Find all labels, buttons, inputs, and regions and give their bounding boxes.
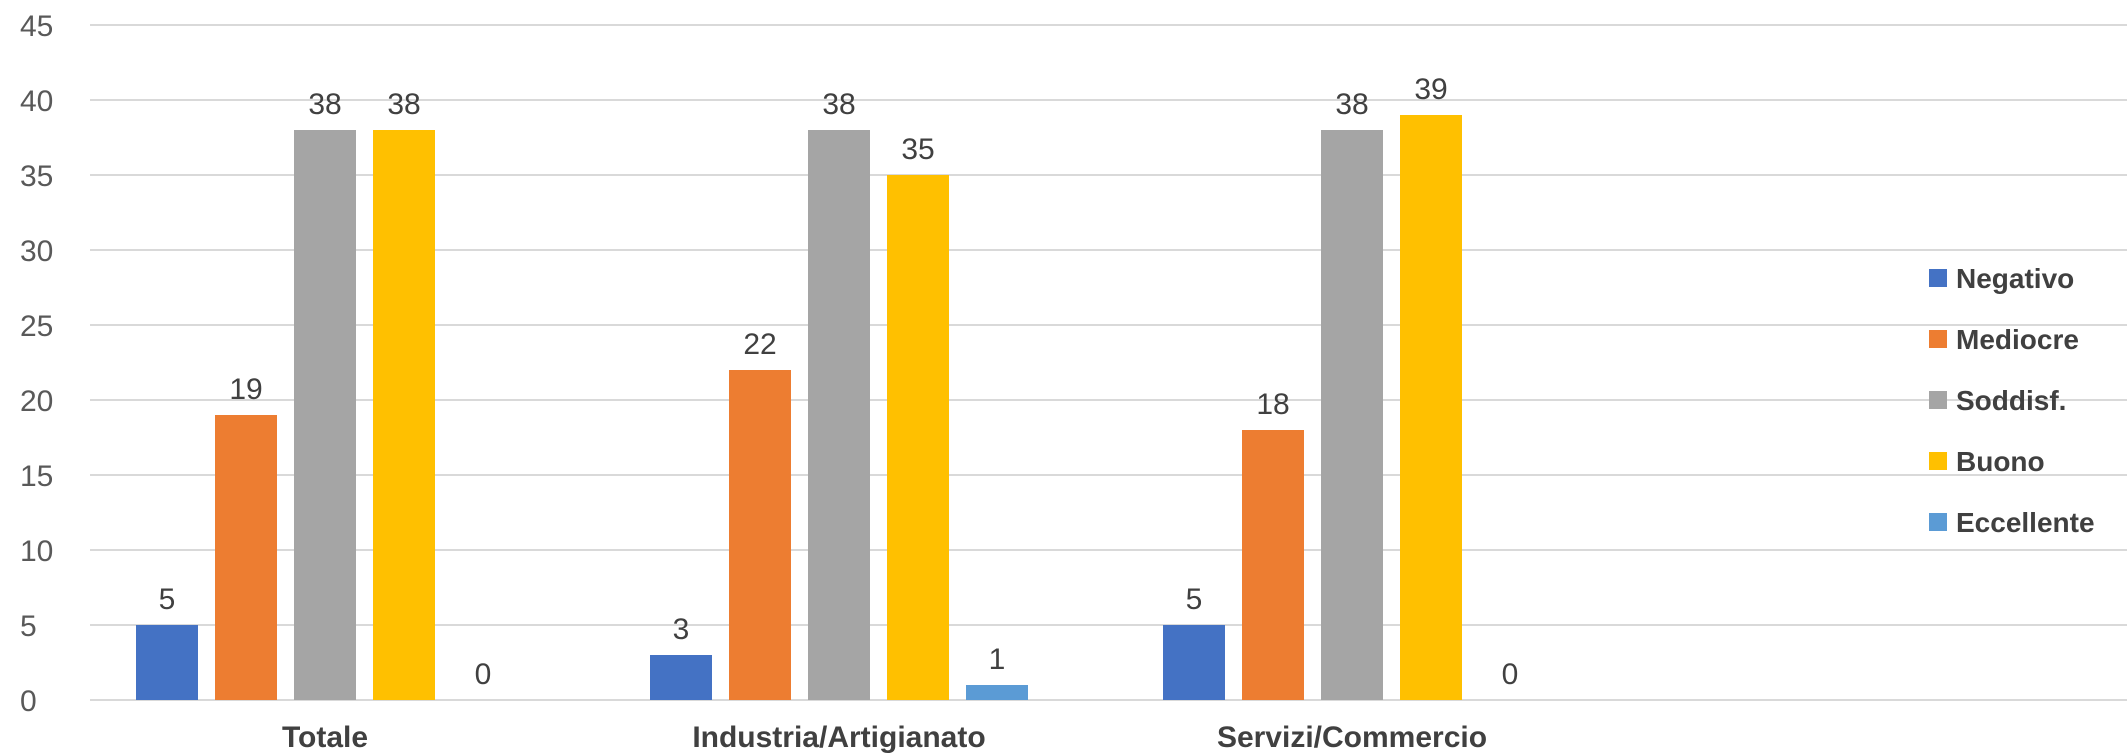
data-labels: 5 19 38 38 0 3 22 38 35 1 5 18 38 39 0 [159,73,1519,691]
y-tick-label: 20 [20,385,53,418]
data-label: 38 [822,88,855,121]
y-tick-label: 5 [20,610,37,643]
y-tick-label: 25 [20,310,53,343]
legend: Negativo Mediocre Soddisf. Buono Eccellente [1929,263,2095,538]
y-tick-label: 10 [20,535,53,568]
data-label: 38 [1335,88,1368,121]
bar-mediocre-3 [1242,430,1304,700]
legend-label: Mediocre [1956,324,2079,355]
data-label: 0 [475,658,492,691]
legend-swatch-buono [1929,452,1947,470]
data-label: 19 [229,373,262,406]
bar-soddisf--2 [808,130,870,700]
y-axis-tick-labels: 0 5 10 15 20 25 30 35 40 45 [20,10,53,718]
category-label: Industria/Artigianato [692,721,985,753]
data-label: 5 [159,583,176,616]
bars [136,115,1462,700]
data-label: 0 [1502,658,1519,691]
data-label: 39 [1414,73,1447,106]
legend-label: Eccellente [1956,507,2095,538]
bar-buono-2 [887,175,949,700]
legend-label: Soddisf. [1956,385,2066,416]
legend-swatch-negativo [1929,269,1947,287]
data-label: 38 [308,88,341,121]
legend-swatch-soddisf- [1929,391,1947,409]
category-label: Totale [282,721,368,753]
y-tick-label: 35 [20,160,53,193]
data-label: 35 [901,133,934,166]
data-label: 3 [673,613,690,646]
bar-soddisf--1 [294,130,356,700]
data-label: 22 [743,328,776,361]
legend-label: Buono [1956,446,2045,477]
y-tick-label: 45 [20,10,53,43]
bar-soddisf--3 [1321,130,1383,700]
y-tick-label: 40 [20,85,53,118]
y-tick-label: 15 [20,460,53,493]
bar-mediocre-1 [215,415,277,700]
bar-mediocre-2 [729,370,791,700]
data-label: 18 [1256,388,1289,421]
data-label: 1 [989,643,1006,676]
legend-label: Negativo [1956,263,2074,294]
bar-buono-1 [373,130,435,700]
legend-swatch-eccellente [1929,513,1947,531]
bar-negativo-1 [136,625,198,700]
bar-eccellente-2 [966,685,1028,700]
bar-buono-3 [1400,115,1462,700]
bar-negativo-2 [650,655,712,700]
category-label: Servizi/Commercio [1217,721,1487,753]
legend-swatch-mediocre [1929,330,1947,348]
bar-negativo-3 [1163,625,1225,700]
category-labels: Totale Industria/Artigianato Servizi/Comme… [282,721,1487,753]
data-label: 38 [387,88,420,121]
y-tick-label: 30 [20,235,53,268]
data-label: 5 [1186,583,1203,616]
y-tick-label: 0 [20,685,37,718]
